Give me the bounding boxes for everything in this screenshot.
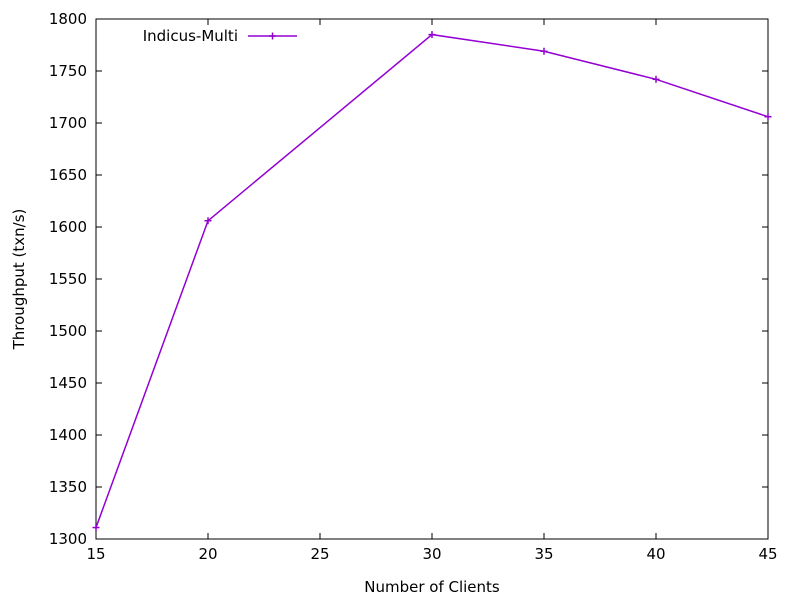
data-point [92,524,100,532]
data-point [204,217,212,225]
y-axis-title: Throughput (txn/s) [10,209,28,351]
y-tick-label: 1650 [49,166,87,184]
x-tick-label: 20 [198,545,217,563]
y-tick-label: 1700 [49,114,87,132]
tick-marks [95,18,769,540]
x-axis-title: Number of Clients [364,578,500,596]
legend-marker [269,32,276,40]
y-tick-label: 1350 [49,478,87,496]
y-tick-label: 1600 [49,218,87,236]
data-point [540,47,548,55]
x-tick-label: 15 [86,545,105,563]
y-tick-label: 1500 [49,322,87,340]
tick-labels: 1300 1350 1400 1450 1500 1550 1600 1650 1700 1750… [49,10,778,563]
plot-area-frame [95,18,769,540]
data-point [652,75,660,83]
legend: Indicus-Multi [143,27,297,45]
y-tick-label: 1400 [49,426,87,444]
y-tick-label: 1450 [49,374,87,392]
x-tick-label: 40 [646,545,665,563]
x-tick-label: 45 [758,545,777,563]
data-point [764,113,772,121]
legend-marker-plus [269,32,276,40]
y-tick-label: 1800 [49,10,87,28]
series-line [95,33,769,528]
legend-label: Indicus-Multi [143,27,238,45]
x-tick-label: 35 [534,545,553,563]
data-series [92,31,772,532]
y-tick-label: 1300 [49,530,87,548]
x-tick-label: 25 [310,545,329,563]
y-tick-label: 1550 [49,270,87,288]
x-tick-label: 30 [422,545,441,563]
data-point [428,31,436,39]
y-tick-label: 1750 [49,62,87,80]
